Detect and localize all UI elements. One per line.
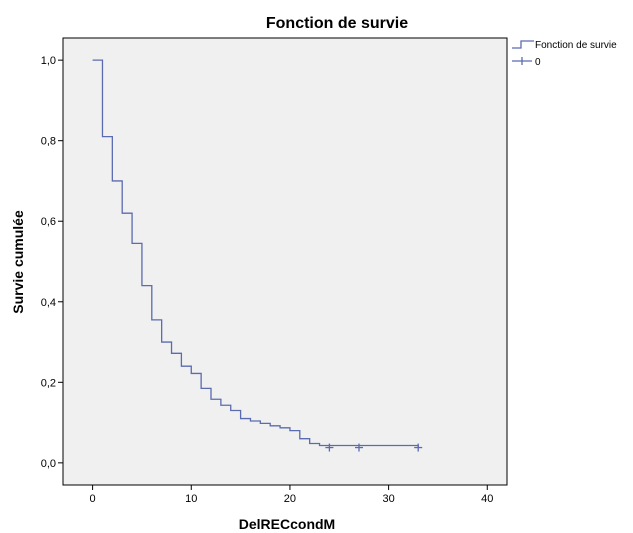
x-tick-label: 30 [382, 493, 394, 505]
legend-item-survival: Fonction de survie [512, 40, 617, 51]
y-tick-label: 0,4 [41, 297, 56, 309]
legend: Fonction de survie 0 [512, 40, 617, 68]
y-axis-label: Survie cumulée [10, 210, 26, 314]
x-axis-label: DelRECcondM [239, 516, 335, 532]
legend-label: Fonction de survie [535, 40, 617, 51]
x-tick-label: 20 [284, 493, 296, 505]
legend-item-censored: 0 [512, 57, 541, 68]
y-tick-label: 0,8 [41, 136, 56, 148]
x-tick-label: 10 [185, 493, 197, 505]
series-layer [92, 59, 423, 452]
chart-title: Fonction de survie [266, 15, 408, 32]
legend-step-swatch [512, 40, 534, 49]
x-tick-label: 40 [481, 493, 493, 505]
y-tick-label: 0,0 [41, 458, 56, 470]
survival-step-line [92, 59, 419, 448]
y-tick-label: 1,0 [41, 55, 56, 67]
censor-marker [325, 443, 334, 452]
x-tick-label: 0 [90, 493, 96, 505]
y-tick-label: 0,6 [41, 216, 56, 228]
legend-label: 0 [535, 57, 541, 68]
y-tick-label: 0,2 [41, 377, 56, 389]
x-axis: 0 10 20 30 40 [90, 485, 493, 505]
y-axis: 0,0 0,2 0,4 0,6 0,8 1,0 [41, 55, 63, 470]
censor-marker [355, 443, 363, 452]
censor-marker [414, 443, 423, 452]
plot-area [62, 37, 508, 486]
